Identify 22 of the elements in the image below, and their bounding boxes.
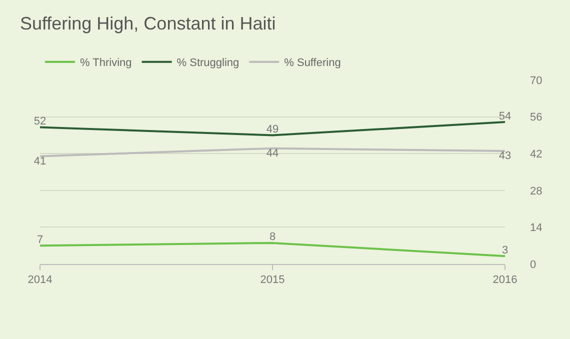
data-label: 49 [266, 123, 279, 136]
y-tick-label: 56 [530, 112, 542, 124]
chart-title: Suffering High, Constant in Haiti [20, 14, 276, 34]
data-label: 3 [502, 244, 508, 256]
data-label: 7 [36, 234, 44, 246]
y-tick-label: 70 [530, 74, 542, 87]
y-tick-label: 42 [530, 148, 542, 160]
legend-label: % Struggling [176, 57, 240, 70]
x-tick-label: 2016 [492, 274, 518, 286]
data-label: 54 [498, 110, 512, 122]
data-label: 44 [266, 148, 279, 160]
x-tick-label: 2014 [28, 274, 52, 286]
y-tick-label: 28 [530, 185, 542, 198]
legend-label: % Thriving [80, 57, 132, 70]
x-tick-label: 2015 [260, 274, 285, 286]
legend-label: % Suffering [284, 57, 341, 70]
y-tick-label: 0 [530, 258, 536, 271]
data-label: 52 [34, 116, 46, 128]
y-tick-label: 14 [530, 222, 542, 234]
data-label: 41 [34, 155, 46, 168]
data-label: 43 [498, 150, 512, 162]
data-label: 8 [269, 231, 276, 244]
